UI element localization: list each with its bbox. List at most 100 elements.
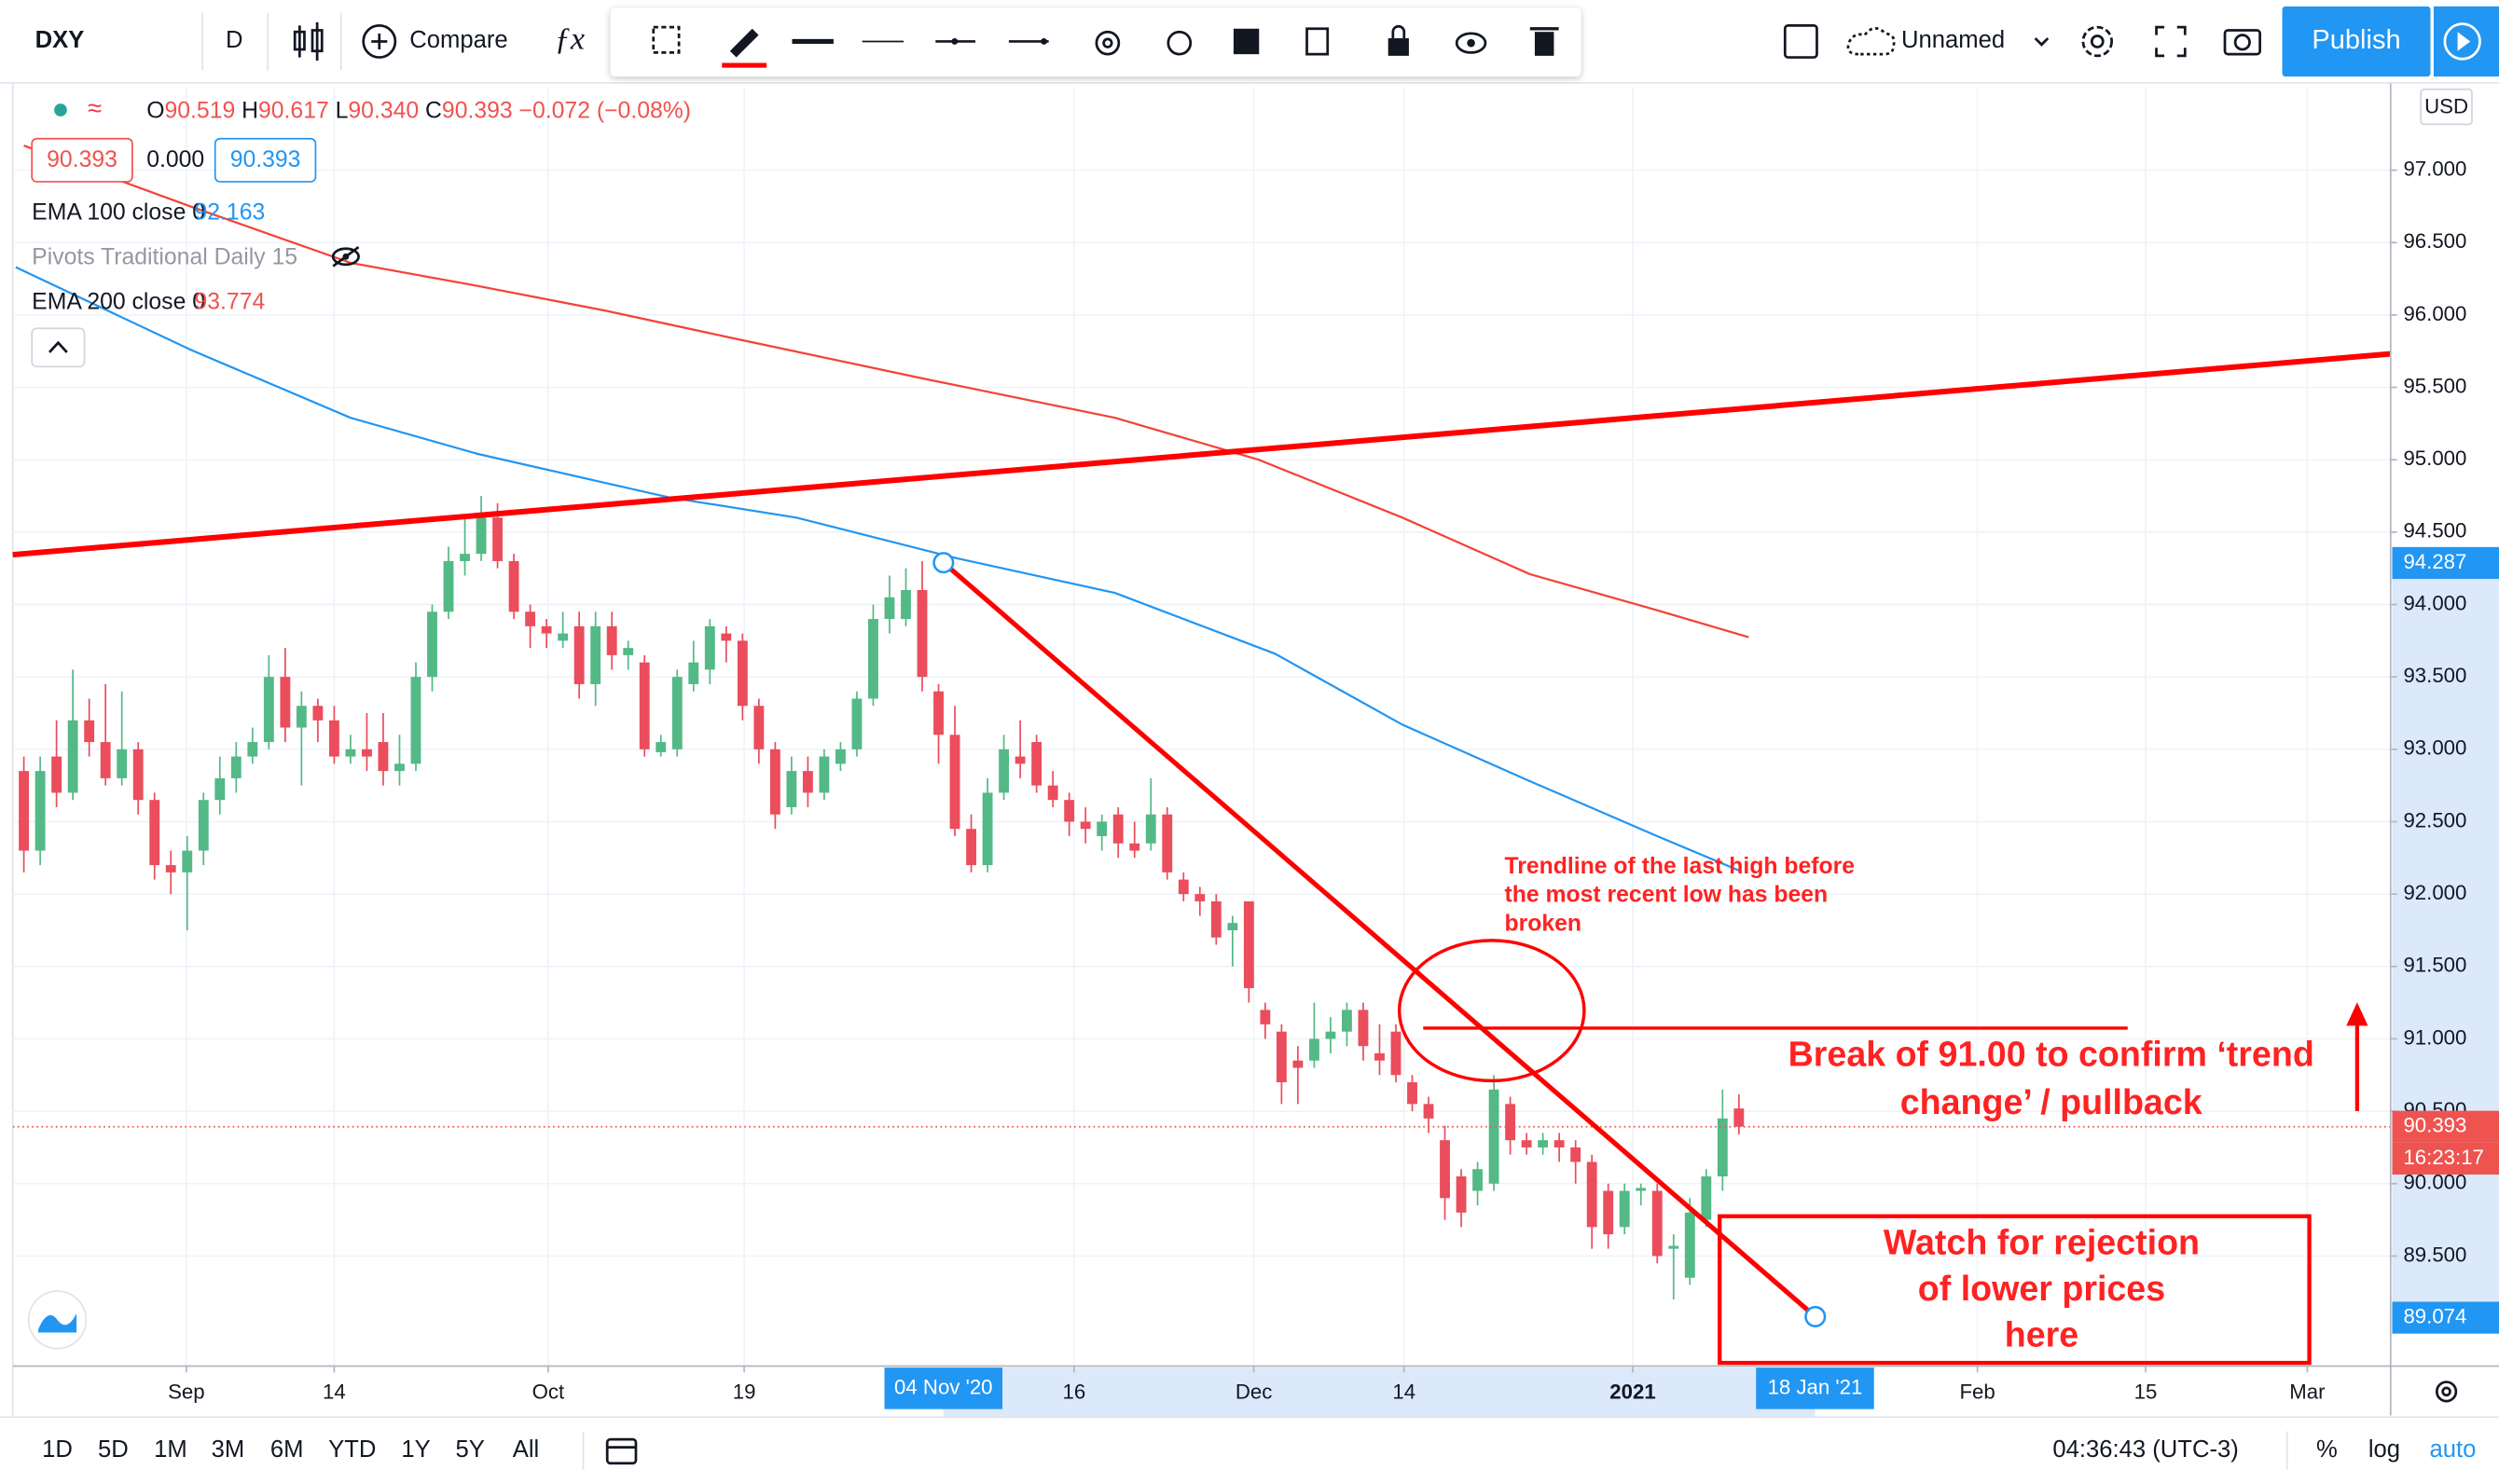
compare[interactable]: Compare: [409, 27, 507, 53]
layout-name[interactable]: Unnamed: [1901, 27, 2005, 53]
currency: USD: [2424, 94, 2468, 117]
candle-body: [737, 640, 748, 707]
auto-toggle[interactable]: auto: [2430, 1436, 2477, 1463]
candle-body: [1701, 1176, 1712, 1220]
settings-button[interactable]: [2081, 25, 2114, 58]
axis-highlights: [943, 562, 2499, 1418]
drawings: [12, 350, 2392, 1366]
top-toolbar: DXY D Compare ƒx: [0, 6, 2499, 84]
range-button[interactable]: 3M: [212, 1436, 245, 1463]
publish[interactable]: Publish: [2312, 25, 2400, 55]
price-marker-label: 94.287: [2403, 550, 2466, 573]
highlight-box[interactable]: [1718, 1214, 2312, 1366]
price-marker-label: 89.074: [2403, 1304, 2466, 1327]
chart-type-button[interactable]: [293, 21, 324, 61]
candle-body: [933, 691, 944, 735]
range-button[interactable]: 1Y: [401, 1436, 430, 1463]
bid-box[interactable]: [31, 137, 133, 183]
candle-body: [117, 749, 128, 778]
candle-body: [884, 597, 895, 620]
candle-body: [1374, 1052, 1385, 1061]
ohlc-value: 90.393: [442, 98, 513, 123]
percent-toggle[interactable]: %: [2316, 1436, 2338, 1463]
countdown: 16:23:17: [2403, 1146, 2483, 1169]
candle-body: [1047, 785, 1058, 801]
axis-settings[interactable]: [2435, 1381, 2458, 1403]
y-tick-label: 92.500: [2403, 808, 2466, 831]
range-button[interactable]: 1D: [42, 1436, 73, 1463]
candle-body: [296, 706, 307, 728]
candle-body: [1210, 900, 1222, 938]
snapshot-button[interactable]: [2223, 29, 2261, 56]
drawing-tools[interactable]: [652, 24, 1559, 68]
time-marker-label: 04 Nov '20: [894, 1375, 993, 1398]
y-tick-label: 96.000: [2403, 302, 2466, 325]
annotation-text: Watch for rejection: [1884, 1222, 2200, 1261]
candle-body: [851, 698, 863, 749]
y-tick-label: 95.500: [2403, 374, 2466, 397]
candle-body: [1097, 821, 1108, 837]
ask-box[interactable]: [214, 137, 317, 183]
handle[interactable]: [932, 552, 955, 574]
symbol[interactable]: DXY: [35, 27, 85, 53]
log-toggle[interactable]: log: [2368, 1436, 2400, 1463]
indicator-name[interactable]: Pivots Traditional Daily 15: [32, 245, 297, 270]
bottom-toolbar: 04:36:43 (UTC-3) % log auto 1D 5D 1M 3M 6M YT…: [0, 1416, 2499, 1470]
candle-body: [1358, 1010, 1369, 1047]
candle-body: [214, 777, 226, 801]
candle-body: [443, 560, 454, 612]
candle-body: [1717, 1118, 1728, 1177]
date-range-button[interactable]: [605, 1437, 638, 1465]
down-trendline[interactable]: [942, 560, 1817, 1319]
interval[interactable]: D: [226, 27, 243, 53]
indicator-name[interactable]: EMA 100 close 0: [32, 200, 205, 226]
indicator-value: 92.163: [195, 200, 266, 226]
range-button[interactable]: All: [513, 1436, 539, 1463]
resistance-trendline[interactable]: [12, 350, 2392, 558]
candle-body: [263, 677, 274, 743]
candle-body: [427, 611, 437, 678]
fullscreen-button[interactable]: [2155, 25, 2187, 58]
logo[interactable]: [27, 1290, 88, 1350]
candle-body: [721, 633, 732, 641]
layout-controls[interactable]: [1783, 23, 1896, 59]
indicators-button[interactable]: ƒx: [555, 21, 585, 56]
hidden-icon[interactable]: [331, 245, 360, 268]
arrow-head: [2346, 1002, 2368, 1026]
candle-body: [1342, 1010, 1352, 1032]
ohlc-key: C: [425, 98, 442, 123]
annotation-text: Trendline of the last high before: [1504, 854, 1855, 879]
candle-body: [51, 756, 62, 793]
range-button[interactable]: 1M: [154, 1436, 187, 1463]
candle-body: [1538, 1140, 1549, 1147]
ohlc-key: H: [242, 98, 258, 123]
ema-line: [15, 266, 1740, 872]
axes: 89.50090.00090.50091.00091.50092.00092.5…: [168, 157, 2499, 1409]
compare-icon[interactable]: [362, 23, 397, 59]
highlight-ellipse[interactable]: [1397, 939, 1586, 1083]
range-button[interactable]: YTD: [328, 1436, 376, 1463]
range-button[interactable]: 6M: [270, 1436, 304, 1463]
y-tick-label: 89.500: [2403, 1243, 2466, 1266]
candle-body: [1472, 1169, 1484, 1191]
handle[interactable]: [1804, 1305, 1827, 1327]
candle-body: [999, 749, 1010, 793]
collapse-button[interactable]: [31, 327, 86, 368]
time-marker-label: 18 Jan '21: [1768, 1375, 1863, 1398]
layout-menu[interactable]: [2034, 37, 2050, 47]
candle-body: [312, 706, 324, 721]
y-tick-label: 91.500: [2403, 954, 2466, 977]
currency-box[interactable]: [2420, 88, 2473, 126]
publish-button[interactable]: [2282, 6, 2431, 77]
candle-body: [901, 589, 911, 620]
time-marker: [1756, 1367, 1874, 1409]
candle-body: [1586, 1161, 1597, 1228]
range-button[interactable]: 5Y: [456, 1436, 485, 1463]
indicator-name[interactable]: EMA 200 close 0: [32, 289, 205, 314]
annotation-text: of lower prices: [1918, 1269, 2165, 1308]
status-icon: ≈: [88, 93, 102, 122]
clock[interactable]: 04:36:43 (UTC-3): [2052, 1436, 2238, 1463]
range-button[interactable]: 5D: [98, 1436, 129, 1463]
candle-body: [656, 742, 667, 752]
